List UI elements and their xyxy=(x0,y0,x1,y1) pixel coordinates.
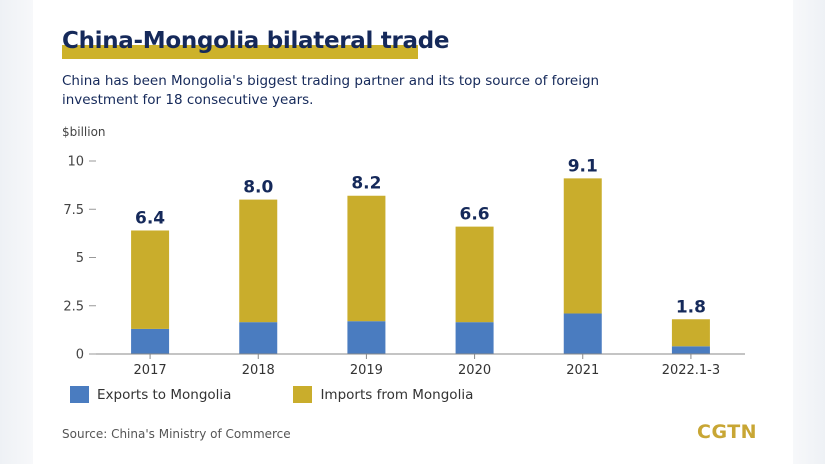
y-tick-label: 5 xyxy=(76,251,84,266)
bar-segment-exports xyxy=(455,322,494,354)
bar-total-label: 6.6 xyxy=(460,205,490,225)
bar-segment-imports xyxy=(347,195,386,322)
cgtn-logo: CGTN xyxy=(697,421,758,443)
background-left-edge xyxy=(0,0,33,464)
y-tick-label: 2.5 xyxy=(63,299,84,314)
x-tick-label: 2019 xyxy=(350,363,383,378)
bar-segment-exports xyxy=(347,321,386,354)
legend-swatch-exports xyxy=(70,386,89,403)
bars-group: 6.4 8.0 8.2 6.6 9.1 1.8 xyxy=(131,156,710,354)
legend-item-exports: Exports to Mongolia xyxy=(70,386,231,403)
x-tick-label: 2022.1-3 xyxy=(662,363,720,378)
bar-segment-imports xyxy=(239,199,278,323)
bar-total-label: 6.4 xyxy=(135,208,165,228)
bar-total-label: 9.1 xyxy=(568,156,598,176)
source-note: Source: China's Ministry of Commerce xyxy=(62,427,291,441)
bar-segment-exports xyxy=(563,313,602,354)
x-tick-label: 2017 xyxy=(134,363,167,378)
legend-label-imports: Imports from Mongolia xyxy=(320,386,474,403)
x-tick-label: 2020 xyxy=(458,363,491,378)
bar-segment-exports xyxy=(131,328,170,354)
y-axis: 10 7.5 5 2.5 0 xyxy=(63,155,96,363)
legend-label-exports: Exports to Mongolia xyxy=(97,386,232,403)
bar-segment-imports xyxy=(455,226,494,323)
bar-segment-imports xyxy=(671,319,710,347)
bar-segment-imports xyxy=(563,178,602,314)
chart-title: China-Mongolia bilateral trade xyxy=(62,28,450,54)
x-tick-label: 2021 xyxy=(566,363,599,378)
y-axis-unit-label: $billion xyxy=(62,125,106,139)
chart-subtitle: China has been Mongolia's biggest tradin… xyxy=(62,73,600,108)
legend-item-imports: Imports from Mongolia xyxy=(293,386,473,403)
bar-total-label: 8.0 xyxy=(243,178,273,198)
background-right-edge xyxy=(793,0,825,464)
bar-segment-imports xyxy=(131,230,170,329)
bar-total-label: 1.8 xyxy=(676,297,706,317)
title-block: China-Mongolia bilateral trade xyxy=(62,28,450,59)
bar-segment-exports xyxy=(239,322,278,354)
x-tick-label: 2018 xyxy=(242,363,275,378)
y-tick-label: 7.5 xyxy=(63,203,84,218)
legend-swatch-imports xyxy=(293,386,313,403)
bar-total-label: 8.2 xyxy=(351,174,381,194)
title-highlight xyxy=(62,45,418,59)
legend: Exports to Mongolia Imports from Mongoli… xyxy=(70,386,535,403)
y-tick-label: 0 xyxy=(76,348,84,363)
bar-segment-exports xyxy=(671,346,710,354)
x-axis: 2017 2018 2019 2020 2021 2022.1-3 xyxy=(134,354,720,378)
y-tick-label: 10 xyxy=(67,155,84,170)
